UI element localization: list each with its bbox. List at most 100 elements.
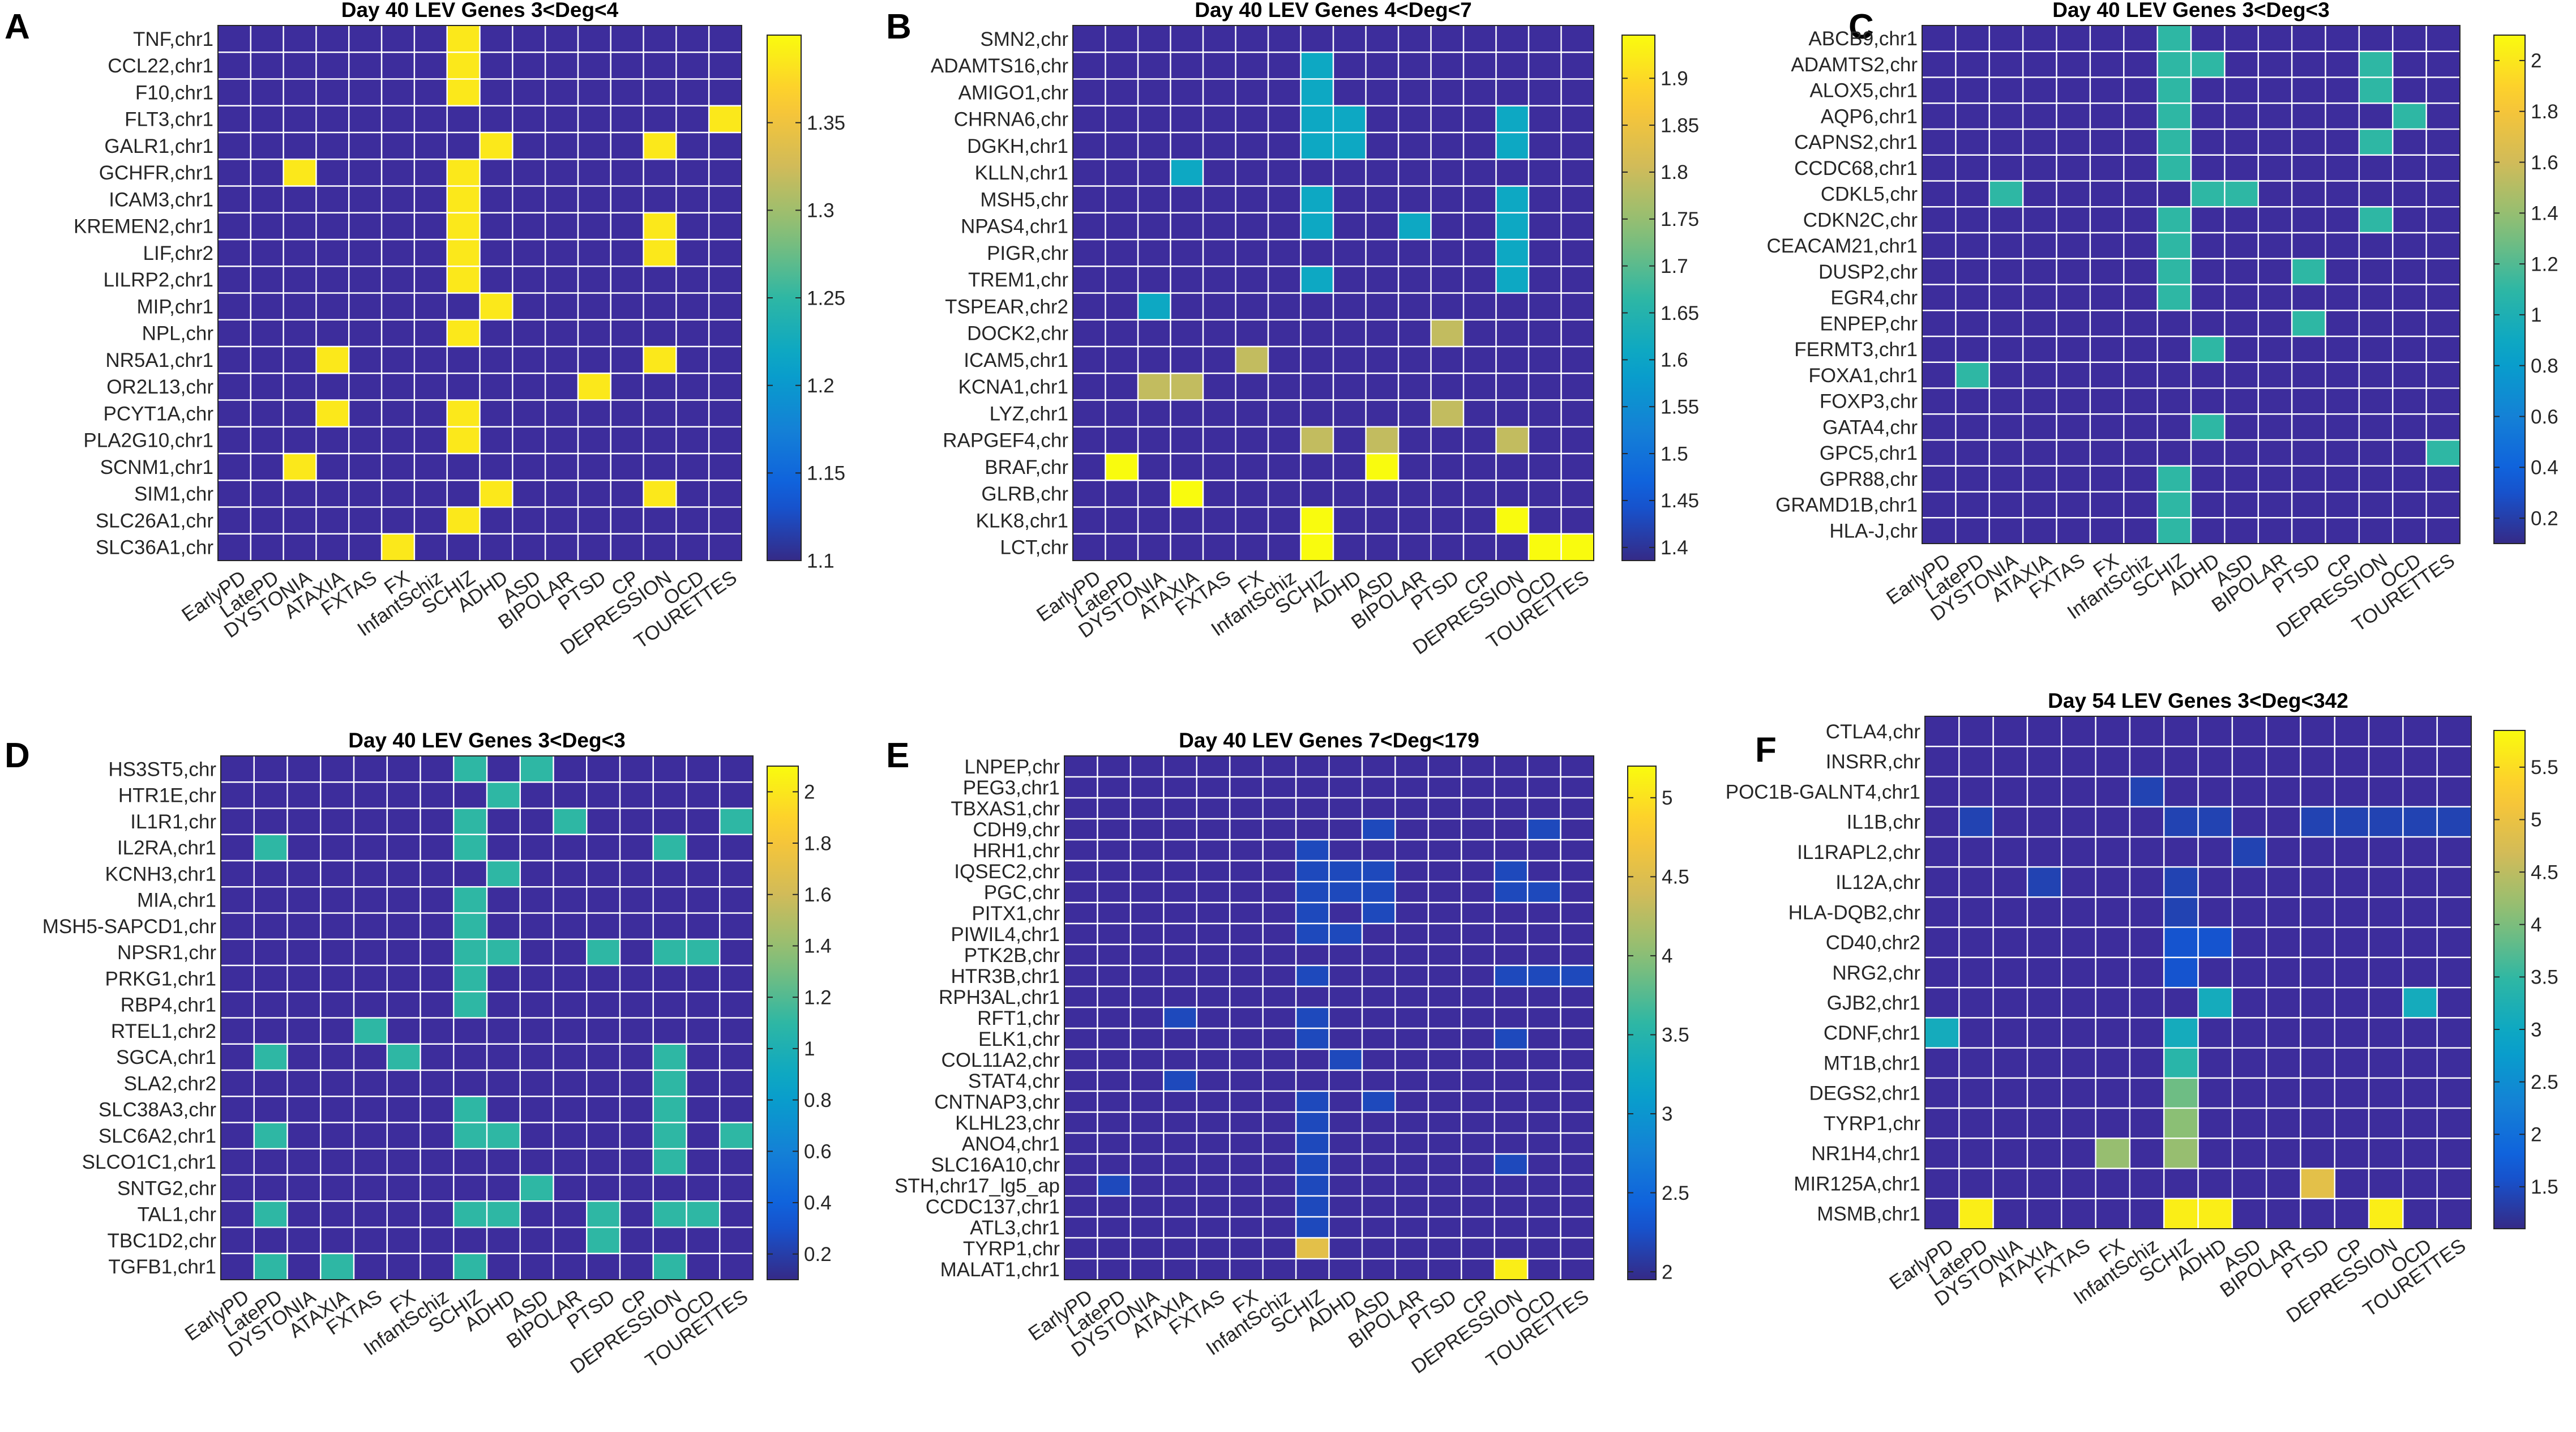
row-label: TYRP1,chr bbox=[963, 1238, 1060, 1260]
row-label: ATL3,chr1 bbox=[970, 1217, 1060, 1239]
heatmap-cell-egr4-chr-schiz bbox=[2157, 284, 2191, 311]
heatmap-cell-slc6a2-chr1-latepd bbox=[254, 1122, 288, 1149]
row-label: CHRNA6,chr bbox=[954, 109, 1069, 131]
row-label: CAPNS2,chr1 bbox=[1794, 131, 1918, 153]
heatmap-cell-gramd1b-chr1-schiz bbox=[2157, 491, 2191, 518]
row-label: SMN2,chr bbox=[980, 28, 1068, 50]
colorbar-tick-label: 3 bbox=[2531, 1019, 2541, 1041]
heatmap-cell-hla-dqb2-chr-schiz bbox=[2164, 897, 2198, 927]
row-label: SCNM1,chr1 bbox=[100, 456, 213, 478]
heatmap-cell-ccdc68-chr1-schiz bbox=[2157, 155, 2191, 181]
heatmap-cell-klk8-chr1-schiz bbox=[1300, 507, 1333, 534]
row-label: PEG3,chr1 bbox=[963, 777, 1060, 799]
colorbar-tick-label: 1.85 bbox=[1661, 114, 1699, 136]
colorbar-tick-label: 3 bbox=[1662, 1103, 1672, 1125]
row-label: ICAM3,chr1 bbox=[109, 189, 213, 211]
heatmap-cell-tyrp1-chr-schiz bbox=[1296, 1238, 1329, 1259]
heatmap-cell-gjb2-chr1-ocd bbox=[2403, 988, 2437, 1018]
heatmap-cell-slc16a10-chr-schiz bbox=[1296, 1154, 1329, 1175]
colorbar bbox=[767, 766, 799, 1280]
heatmap-cell-cdh9-chr-ocd bbox=[1527, 819, 1561, 840]
heatmap-cell-tyrp1-chr-schiz bbox=[2164, 1108, 2198, 1139]
row-label: IL1RAPL2,chr bbox=[1797, 841, 1920, 864]
heatmap-cell-tal1-chr-schiz bbox=[453, 1201, 487, 1228]
row-label: KCNA1,chr1 bbox=[958, 376, 1068, 398]
heatmap-cell-tgfb1-chr1-latepd bbox=[254, 1253, 288, 1280]
heatmap-cell-cdkl5-chr-asd bbox=[2224, 181, 2258, 207]
heatmap-cell-slc16a10-chr-depression bbox=[1494, 1154, 1528, 1175]
heatmap-cell-sth-chr17-lg5-ap-schiz bbox=[1296, 1175, 1329, 1196]
heatmap-cell-malat1-chr1-depression bbox=[1494, 1259, 1528, 1280]
heatmap-cell-tal1-chr-ptsd bbox=[587, 1201, 620, 1228]
colorbar-tick-label: 1.1 bbox=[807, 550, 835, 572]
heatmap-cell-pitx1-chr-asd bbox=[1362, 903, 1396, 924]
row-label: TBC1D2,chr bbox=[107, 1230, 216, 1252]
heatmap-cell-kremen2-chr1-schiz bbox=[447, 212, 480, 240]
colorbar-tick-label: 1.6 bbox=[804, 884, 832, 906]
heatmap-cell-pitx1-chr-schiz bbox=[1296, 903, 1329, 924]
heatmap-cell-tgfb1-chr1-ataxia bbox=[320, 1253, 354, 1280]
heatmap-cell-col11a2-chr-adhd bbox=[1329, 1049, 1362, 1070]
row-label: ALOX5,chr1 bbox=[1809, 80, 1918, 102]
heatmap-cell-scnm1-chr1-dystonia bbox=[283, 454, 316, 481]
chart-title: Day 40 LEV Genes 3<Deg<4 bbox=[341, 0, 619, 22]
heatmap-cell-rft1-chr-ataxia bbox=[1163, 1007, 1197, 1028]
row-label: HTR1E,chr bbox=[118, 785, 216, 807]
colorbar-tick-label: 0.8 bbox=[804, 1089, 832, 1112]
row-label: CCDC68,chr1 bbox=[1794, 157, 1918, 179]
row-label: SLC38A3,chr bbox=[99, 1099, 217, 1121]
plot-frame bbox=[1072, 25, 1594, 561]
row-label: PTK2B,chr bbox=[964, 944, 1060, 967]
heatmap-cell-npsr1-chr-ocd bbox=[686, 939, 720, 965]
colorbar-tick-label: 5 bbox=[2531, 809, 2541, 831]
row-label: FOXA1,chr1 bbox=[1808, 365, 1918, 387]
heatmap-cell-gchfr-chr1-schiz bbox=[447, 159, 480, 186]
heatmap-cell-stat4-chr-ataxia bbox=[1163, 1070, 1197, 1091]
heatmap-cell-lilrp2-chr1-schiz bbox=[447, 266, 480, 293]
row-label: FLT3,chr1 bbox=[125, 109, 213, 131]
heatmap-cell-tal1-chr-latepd bbox=[254, 1201, 288, 1228]
row-label: HS3ST5,chr bbox=[108, 758, 216, 780]
row-label: HLA-DQB2,chr bbox=[1788, 901, 1921, 924]
colorbar-tick-label: 2 bbox=[1662, 1261, 1672, 1283]
row-label: MIP,chr1 bbox=[136, 296, 213, 318]
panel-label: A bbox=[5, 7, 30, 46]
heatmap-cell-il1r1-chr-schiz bbox=[453, 808, 487, 835]
row-label: ABCB9,chr1 bbox=[1808, 28, 1918, 50]
heatmap-cell-slc6a2-chr1-depression bbox=[653, 1122, 687, 1149]
row-label: SLA2,chr2 bbox=[124, 1072, 216, 1095]
row-label: KLLN,chr1 bbox=[975, 162, 1068, 184]
colorbar-tick-label: 1.4 bbox=[1661, 537, 1688, 559]
colorbar-tick-label: 1.8 bbox=[804, 832, 832, 854]
heatmap-cell-npas4-chr1-schiz bbox=[1300, 212, 1333, 240]
plot-frame bbox=[1064, 755, 1594, 1280]
row-label: GCHFR,chr1 bbox=[99, 162, 213, 184]
heatmap-cell-rft1-chr-schiz bbox=[1296, 1007, 1329, 1028]
colorbar-tick-label: 2.5 bbox=[1662, 1182, 1689, 1204]
heatmap-cell-mip-chr1-adhd bbox=[480, 293, 513, 320]
heatmap-cell-htr3b-chr1-schiz bbox=[1296, 965, 1329, 986]
colorbar-tick-label: 2 bbox=[2531, 1124, 2541, 1146]
heatmap-cell-tspear-chr2-dystonia bbox=[1138, 293, 1171, 320]
heatmap-cell-braf-chr-latepd bbox=[1105, 454, 1138, 481]
heatmap-cell-amigo1-chr-schiz bbox=[1300, 79, 1333, 106]
heatmap-cell-galr1-chr1-adhd bbox=[480, 132, 513, 160]
heatmap-cell-il1rapl2-chr-asd bbox=[2232, 836, 2267, 867]
heatmap-cell-poc1b-galnt4-chr1-infantschiz bbox=[2129, 776, 2164, 807]
heatmap-cell-nr5a1-chr1-depression bbox=[643, 347, 677, 374]
colorbar-tick-label: 1.9 bbox=[1661, 67, 1688, 89]
heatmap-cell-htr1e-chr-adhd bbox=[487, 782, 520, 809]
heatmap-cell-klln-chr1-ataxia bbox=[1170, 159, 1203, 186]
row-label: GPC5,chr1 bbox=[1820, 442, 1918, 464]
heatmap-cell-foxa1-chr1-latepd bbox=[1955, 362, 1989, 388]
chart-title: Day 54 LEV Genes 3<Deg<342 bbox=[2048, 689, 2348, 712]
heatmap-cell-prkg1-chr1-schiz bbox=[453, 965, 487, 992]
row-label: HLA-J,chr bbox=[1829, 520, 1918, 542]
heatmap-cell-rapgef4-chr-depression bbox=[1496, 426, 1529, 454]
colorbar-tick-label: 1.8 bbox=[2531, 101, 2558, 123]
heatmap-cell-cd40-chr2-adhd bbox=[2198, 927, 2232, 957]
row-label: SLC26A1,chr bbox=[96, 510, 214, 532]
heatmap-cell-icam5-chr1-fx bbox=[1235, 347, 1268, 374]
row-label: NR5A1,chr1 bbox=[105, 349, 213, 371]
colorbar-tick-label: 1 bbox=[2531, 304, 2541, 326]
